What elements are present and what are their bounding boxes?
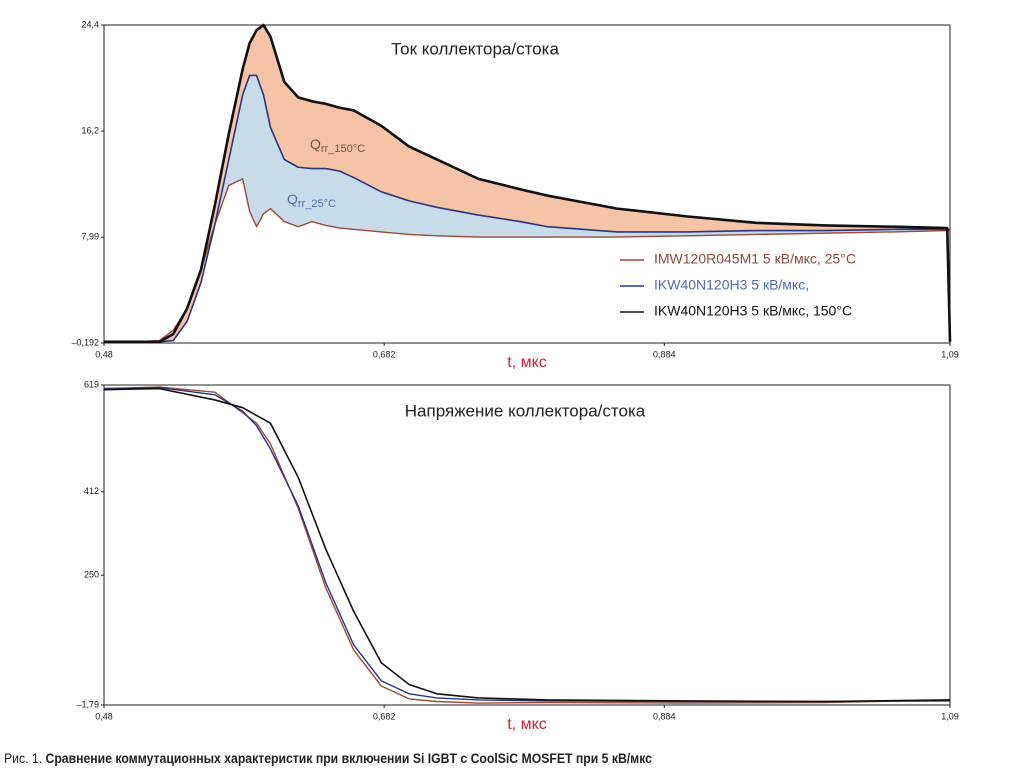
y-tick-label: –0,192 — [71, 337, 99, 347]
y-tick-label: –1,79 — [76, 699, 99, 709]
chart-title: Напряжение коллектора/стока — [405, 401, 646, 420]
legend-label: IKW40N120H3 5 кВ/мкс, 150°C — [654, 303, 852, 319]
x-axis-label: t, мкс — [507, 354, 547, 371]
y-tick-label: 16,2 — [81, 125, 99, 135]
chart-title: Ток коллектора/стока — [391, 39, 559, 58]
caption-label: Рис. 1. — [4, 750, 42, 766]
y-tick-label: 7,99 — [81, 232, 99, 242]
annotation: Qrr_25°C — [287, 191, 336, 210]
x-tick-label: 1,09 — [941, 349, 959, 359]
area-fill — [104, 25, 950, 342]
annotation-subscript: rr_25°C — [298, 198, 336, 210]
annotation-text: Q — [287, 191, 298, 207]
legend-label: IMW120R045M1 5 кВ/мкс, 25°C — [654, 251, 856, 267]
plot-frame — [103, 384, 951, 706]
plot-frame — [103, 24, 951, 344]
legend-label: IKW40N120H3 5 кВ/мкс, — [654, 277, 809, 293]
x-tick-label: 0,48 — [95, 711, 113, 721]
y-tick-label: 412 — [84, 486, 99, 496]
series-line — [104, 23, 952, 344]
x-tick-label: 0,682 — [373, 349, 396, 359]
annotation: Qrr_150°C — [310, 136, 365, 155]
caption: Рис. 1. Сравнение коммутационных характе… — [4, 750, 652, 766]
x-tick-label: 0,884 — [653, 711, 676, 721]
annotation-subscript: rr_150°C — [321, 143, 365, 155]
x-tick-label: 0,884 — [653, 349, 676, 359]
y-tick-label: 619 — [84, 379, 99, 389]
x-tick-label: 1,09 — [941, 711, 959, 721]
x-axis-label: t, мкс — [507, 716, 547, 733]
x-tick-label: 0,48 — [95, 349, 113, 359]
x-tick-label: 0,682 — [373, 711, 396, 721]
caption-text: Сравнение коммутационных характеристик п… — [45, 750, 652, 766]
series-line — [103, 387, 951, 703]
y-tick-label: 24,4 — [81, 19, 99, 29]
annotation-text: Q — [310, 136, 321, 152]
series-line — [104, 74, 950, 343]
y-tick-label: 250 — [84, 570, 99, 580]
